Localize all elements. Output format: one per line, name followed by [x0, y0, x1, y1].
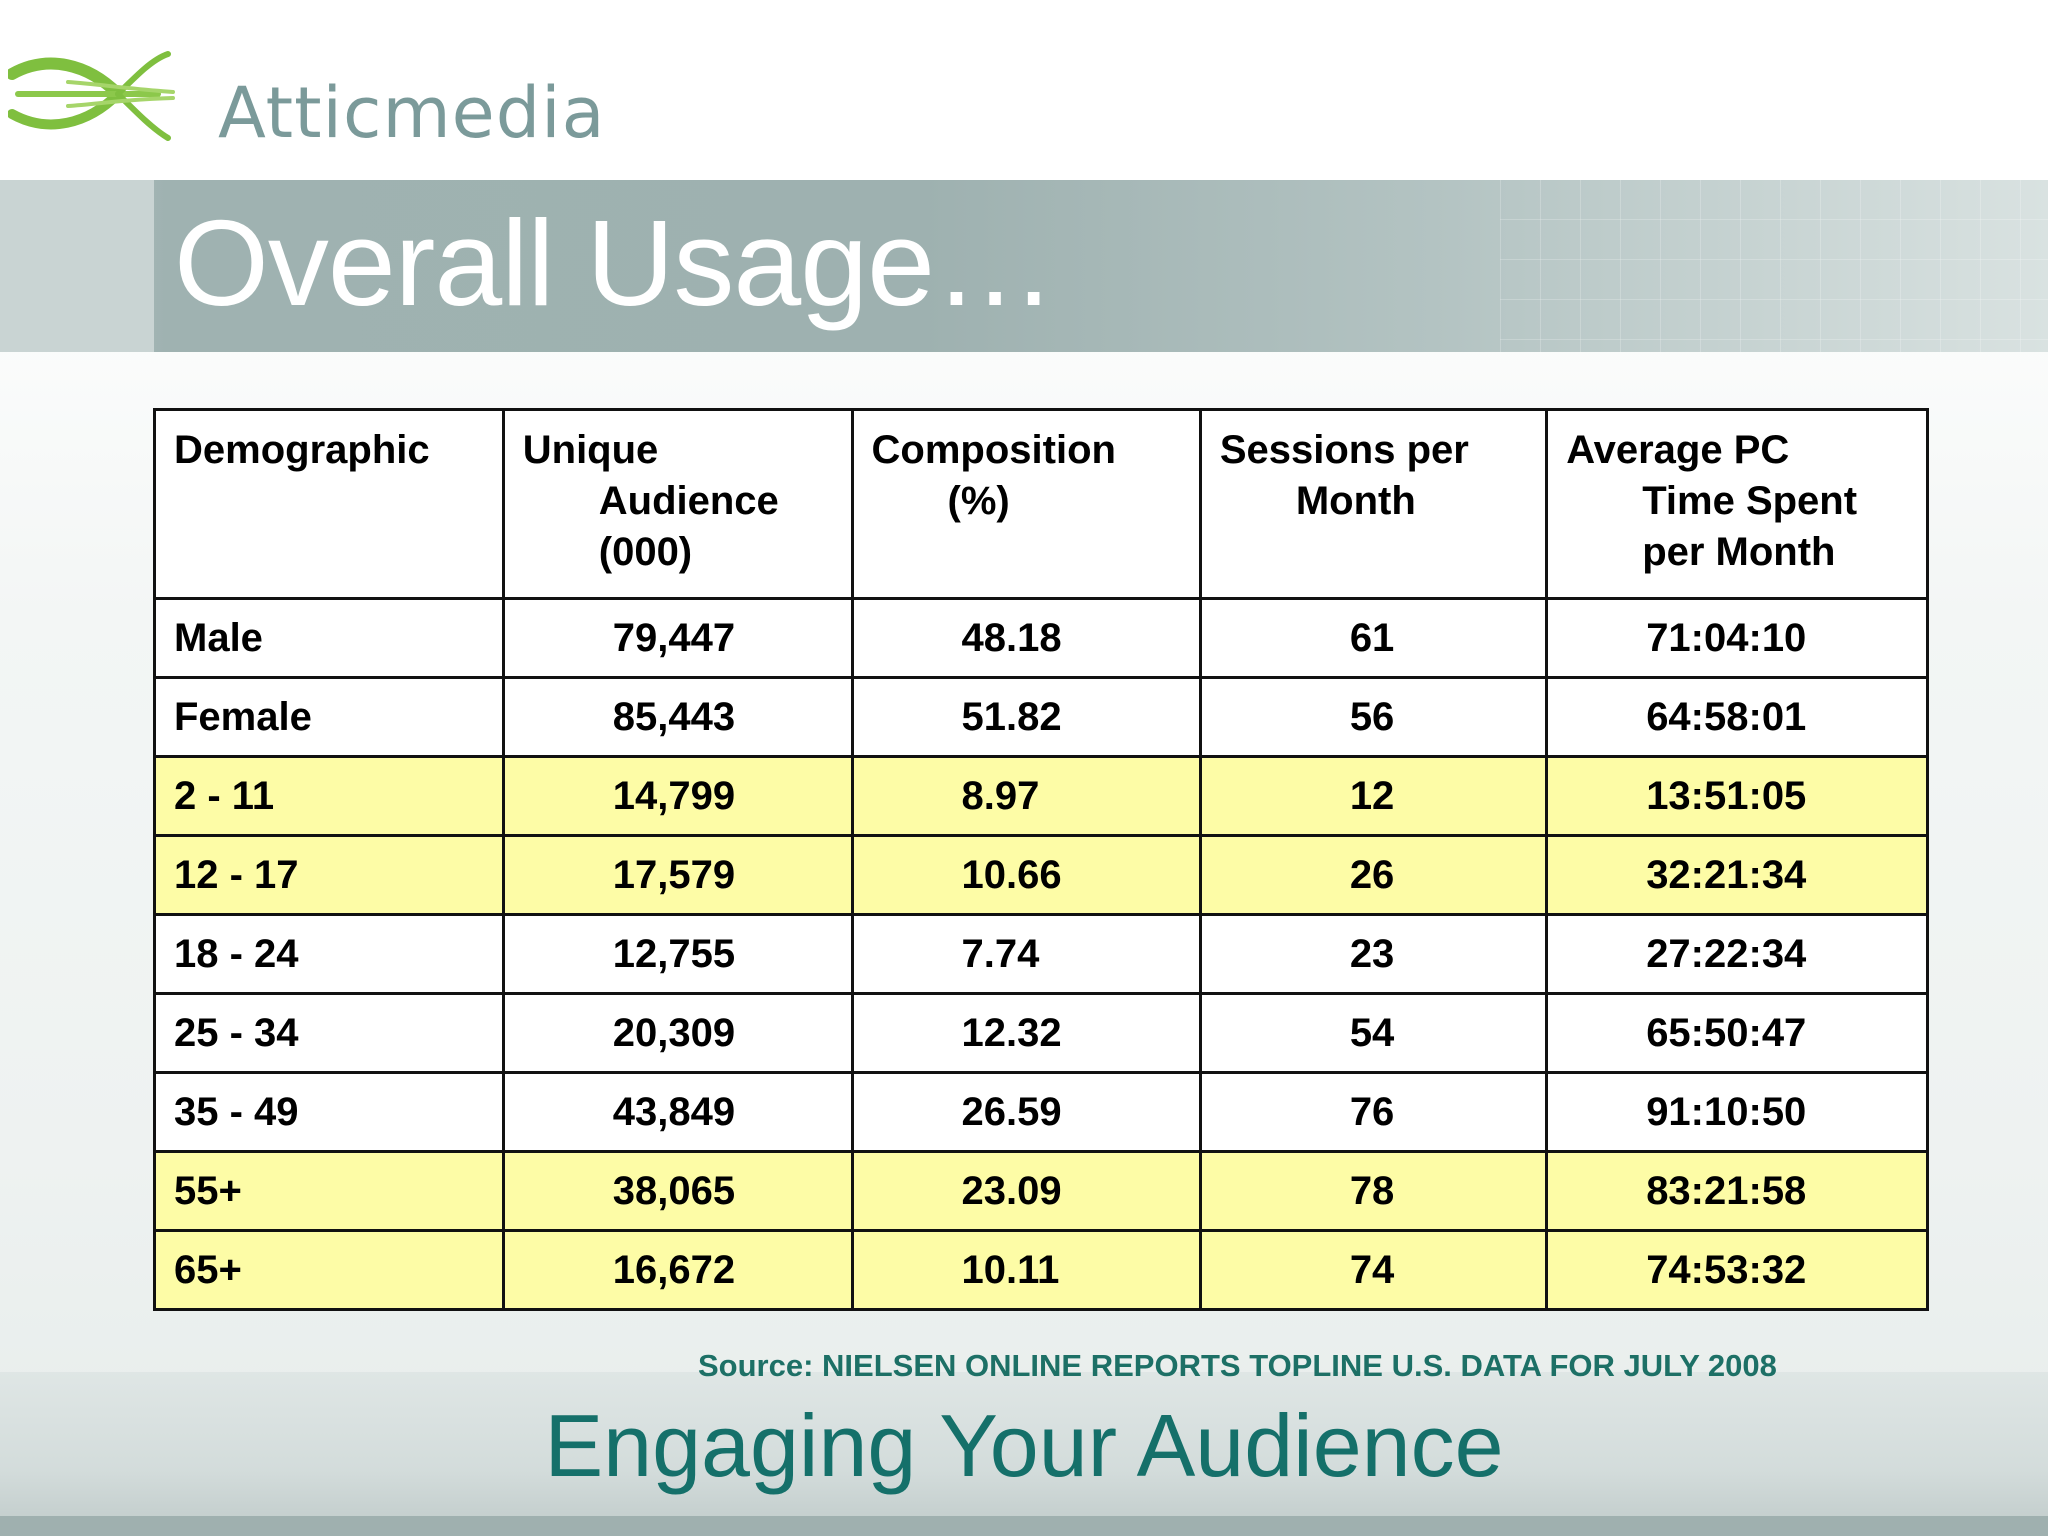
table-header-row: Demographic Unique Audience (000) Compos… — [153, 408, 1929, 600]
cell-audience: 16,672 — [501, 1229, 854, 1311]
title-band-edge — [0, 180, 154, 352]
usage-table: Demographic Unique Audience (000) Compos… — [153, 408, 1929, 1311]
header-line: Month — [1295, 479, 1416, 523]
cell-composition: 23.09 — [850, 1150, 1202, 1232]
cell-demographic: 12 - 17 — [153, 834, 505, 916]
header-line: Sessions per — [1219, 428, 1469, 472]
table-row: 2 - 11 14,799 8.97 12 13:51:05 — [153, 755, 1929, 837]
header-line: Audience — [598, 479, 779, 523]
cell-audience: 38,065 — [501, 1150, 854, 1232]
cell-demographic: 55+ — [153, 1150, 505, 1232]
header-line: Unique — [522, 428, 659, 472]
header-time-spent: Average PC Time Spent per Month — [1545, 408, 1929, 600]
cell-audience: 12,755 — [501, 913, 854, 995]
table-row: 35 - 49 43,849 26.59 76 91:10:50 — [153, 1071, 1929, 1153]
cell-composition: 10.11 — [850, 1229, 1202, 1311]
table-row: 55+ 38,065 23.09 78 83:21:58 — [153, 1150, 1929, 1232]
atticmedia-logo: Atticmedia — [8, 34, 628, 154]
header-line: Time Spent — [1642, 479, 1858, 523]
cell-composition: 10.66 — [850, 834, 1202, 916]
header-demographic: Demographic — [153, 408, 505, 600]
title-band-grid — [1500, 180, 2048, 352]
cell-audience: 85,443 — [501, 676, 854, 758]
cell-time: 64:58:01 — [1545, 676, 1929, 758]
cell-demographic: 65+ — [153, 1229, 505, 1311]
table-row: Female 85,443 51.82 56 64:58:01 — [153, 676, 1929, 758]
header-line: per Month — [1642, 530, 1836, 574]
header-line: Average PC — [1566, 428, 1790, 472]
cell-composition: 51.82 — [850, 676, 1202, 758]
cell-sessions: 74 — [1198, 1229, 1549, 1311]
table-row: 12 - 17 17,579 10.66 26 32:21:34 — [153, 834, 1929, 916]
cell-composition: 12.32 — [850, 992, 1202, 1074]
cell-sessions: 56 — [1198, 676, 1549, 758]
header-line: Demographic — [174, 428, 430, 472]
cell-sessions: 23 — [1198, 913, 1549, 995]
cell-demographic: 18 - 24 — [153, 913, 505, 995]
table-row: 18 - 24 12,755 7.74 23 27:22:34 — [153, 913, 1929, 995]
cell-audience: 43,849 — [501, 1071, 854, 1153]
cell-time: 83:21:58 — [1545, 1150, 1929, 1232]
table-row: Male 79,447 48.18 61 71:04:10 — [153, 597, 1929, 679]
cell-composition: 8.97 — [850, 755, 1202, 837]
cell-composition: 26.59 — [850, 1071, 1202, 1153]
header-composition: Composition (%) — [850, 408, 1202, 600]
cell-sessions: 78 — [1198, 1150, 1549, 1232]
footer-tagline: Engaging Your Audience — [544, 1396, 1504, 1495]
header-unique-audience: Unique Audience (000) — [501, 408, 854, 600]
cell-time: 13:51:05 — [1545, 755, 1929, 837]
cell-sessions: 54 — [1198, 992, 1549, 1074]
cell-time: 71:04:10 — [1545, 597, 1929, 679]
header-sessions: Sessions per Month — [1198, 408, 1549, 600]
cell-time: 27:22:34 — [1545, 913, 1929, 995]
cell-composition: 7.74 — [850, 913, 1202, 995]
table-row: 65+ 16,672 10.11 74 74:53:32 — [153, 1229, 1929, 1311]
header-line: Composition — [871, 428, 1116, 472]
cell-time: 32:21:34 — [1545, 834, 1929, 916]
cell-demographic: Female — [153, 676, 505, 758]
title-band — [0, 180, 2048, 352]
header-line: (000) — [598, 530, 693, 574]
cell-audience: 14,799 — [501, 755, 854, 837]
cell-composition: 48.18 — [850, 597, 1202, 679]
cell-demographic: Male — [153, 597, 505, 679]
cell-demographic: 25 - 34 — [153, 992, 505, 1074]
footer-strip — [0, 1516, 2048, 1536]
source-note: Source: NIELSEN ONLINE REPORTS TOPLINE U… — [698, 1348, 1777, 1383]
cell-sessions: 26 — [1198, 834, 1549, 916]
cell-time: 74:53:32 — [1545, 1229, 1929, 1311]
cell-demographic: 2 - 11 — [153, 755, 505, 837]
cell-time: 65:50:47 — [1545, 992, 1929, 1074]
cell-sessions: 12 — [1198, 755, 1549, 837]
cell-sessions: 76 — [1198, 1071, 1549, 1153]
cell-sessions: 61 — [1198, 597, 1549, 679]
slide-title: Overall Usage… — [174, 195, 1056, 331]
cell-audience: 20,309 — [501, 992, 854, 1074]
cell-time: 91:10:50 — [1545, 1071, 1929, 1153]
header-line: (%) — [947, 479, 1010, 523]
cell-audience: 17,579 — [501, 834, 854, 916]
logo-swoosh-icon — [8, 51, 175, 141]
footer-band — [0, 1372, 2048, 1536]
brand-name: Atticmedia — [218, 72, 606, 154]
cell-audience: 79,447 — [501, 597, 854, 679]
cell-demographic: 35 - 49 — [153, 1071, 505, 1153]
table-row: 25 - 34 20,309 12.32 54 65:50:47 — [153, 992, 1929, 1074]
